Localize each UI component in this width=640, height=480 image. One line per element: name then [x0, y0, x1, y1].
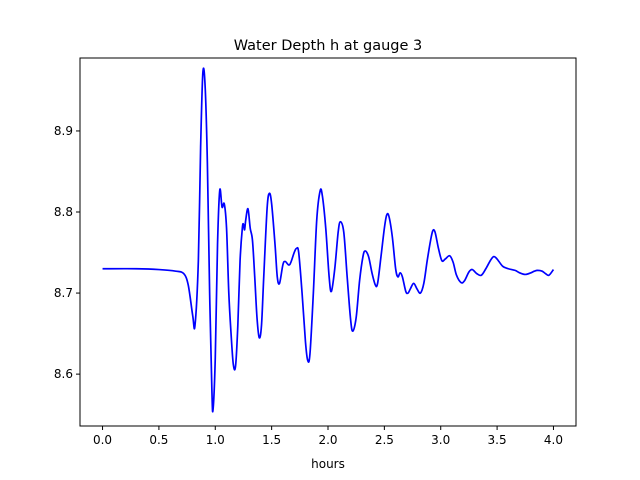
x-tick-label: 1.5	[262, 433, 281, 447]
x-tick-label: 2.0	[318, 433, 337, 447]
x-tick-label: 0.0	[93, 433, 112, 447]
y-tick-label: 8.6	[54, 367, 73, 381]
x-tick-label: 0.5	[149, 433, 168, 447]
chart-title: Water Depth h at gauge 3	[234, 38, 422, 54]
plot-area	[102, 67, 555, 413]
x-tick-label: 1.0	[206, 433, 225, 447]
x-tick-label: 2.5	[375, 433, 394, 447]
x-tick-label: 4.0	[544, 433, 563, 447]
series-line	[102, 67, 555, 413]
x-tick-label: 3.0	[431, 433, 450, 447]
x-tick-label: 3.5	[488, 433, 507, 447]
x-axis: 0.0 0.5 1.0 1.5 2.0 2.5 3.0 3.5 4.0	[93, 426, 563, 447]
y-tick-label: 8.9	[54, 124, 73, 138]
y-tick-label: 8.8	[54, 205, 73, 219]
y-tick-label: 8.7	[54, 286, 73, 300]
x-axis-label: hours	[311, 457, 345, 471]
y-axis: 8.6 8.7 8.8 8.9	[54, 124, 80, 381]
